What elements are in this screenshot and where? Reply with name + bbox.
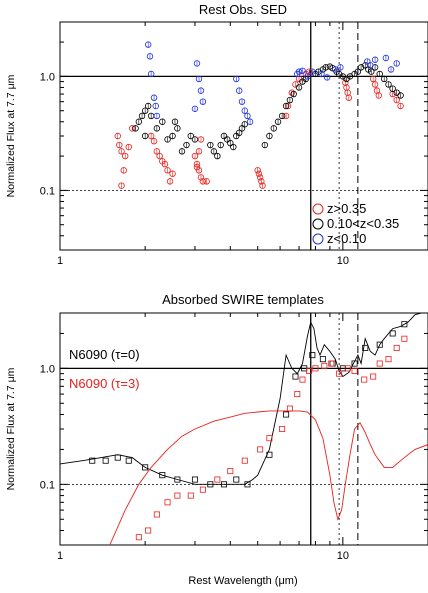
- bottom-data-square: [227, 468, 234, 475]
- bottom-data-square: [191, 476, 198, 483]
- bottom-data-square: [370, 373, 377, 380]
- legend-label: 0.10<z<0.35: [327, 216, 399, 231]
- legend-marker: [312, 203, 324, 215]
- bottom-data-square: [142, 464, 149, 471]
- bottom-data-square: [279, 425, 286, 432]
- bottom-axes: 1 10 0.1 1.0: [40, 312, 428, 562]
- bottom-data-square: [257, 446, 264, 453]
- bottom-data-square: [344, 365, 351, 372]
- bottom-data-square: [266, 451, 273, 458]
- bottom-data-square: [114, 454, 121, 461]
- bottom-data-square: [125, 457, 132, 464]
- bottom-data-square: [362, 344, 369, 351]
- bottom-data-square: [199, 486, 206, 493]
- bottom-data-square: [102, 457, 109, 464]
- bottom-data-square: [319, 356, 326, 363]
- top-x-tick-label: 1: [57, 255, 63, 267]
- x-axis-label: Rest Wavelength (μm): [188, 575, 297, 587]
- bottom-data-square: [174, 476, 181, 483]
- bottom-data-square: [401, 335, 408, 342]
- bottom-legend: N6090 (τ=0) N6090 (τ=3): [69, 347, 140, 391]
- bottom-data-square: [401, 321, 408, 328]
- bottom-data-square: [286, 405, 293, 412]
- bottom-data-square: [294, 391, 301, 398]
- bottom-data-square: [244, 481, 251, 488]
- top-legend: z>0.350.10<z<0.35z<0.10: [312, 201, 399, 246]
- bottom-x-tick-label: 10: [337, 550, 349, 562]
- bottom-data-square: [312, 365, 319, 372]
- bottom-data-square: [89, 457, 96, 464]
- bottom-data-square: [187, 492, 194, 499]
- bottom-data-square: [241, 457, 248, 464]
- bottom-panel-title: Absorbed SWIRE templates: [162, 292, 324, 307]
- top-y-tick-label: 0.1: [40, 185, 55, 197]
- bottom-data-square: [336, 370, 343, 377]
- top-panel: Rest Obs. SED 1 10 0.1 1.0 z>0.350.10<z<0.3…: [40, 2, 428, 267]
- bottom-data-square: [376, 360, 383, 367]
- bottom-data-square: [145, 527, 152, 534]
- bottom-data-square: [207, 481, 214, 488]
- bottom-data-square: [153, 511, 160, 518]
- bottom-data-square: [389, 330, 396, 337]
- top-y-tick-label: 1.0: [40, 71, 55, 83]
- bottom-data-square: [135, 534, 142, 541]
- bottom-data-square: [174, 492, 181, 499]
- legend-label: N6090 (τ=3): [69, 376, 140, 391]
- bottom-data-square: [309, 352, 316, 359]
- top-reference-lines: [60, 22, 428, 250]
- bottom-data-square: [321, 362, 328, 369]
- legend-marker: [312, 218, 324, 230]
- bottom-data-square: [159, 472, 166, 479]
- top-data-marks: [114, 41, 404, 189]
- bottom-data-square: [164, 499, 171, 506]
- bottom-data-square: [292, 373, 299, 380]
- bottom-data-square: [299, 376, 306, 383]
- top-y-axis-label: Normalized Flux at 7.7 μm: [5, 74, 17, 197]
- bottom-data-square: [393, 344, 400, 351]
- bottom-data-square: [351, 367, 358, 374]
- bottom-y-tick-label: 1.0: [40, 363, 55, 375]
- bottom-data-square: [306, 367, 313, 374]
- bottom-series-line: [109, 410, 428, 545]
- bottom-data-square: [351, 360, 358, 367]
- bottom-data-square: [233, 476, 240, 483]
- legend-marker: [312, 233, 324, 245]
- bottom-y-axis-label: Normalized Flux at 7.7 μm: [5, 367, 17, 490]
- top-x-tick-label: 10: [337, 255, 349, 267]
- bottom-y-tick-label: 0.1: [40, 479, 55, 491]
- bottom-data-square: [376, 341, 383, 348]
- bottom-data-square: [328, 360, 335, 367]
- legend-label: N6090 (τ=0): [69, 347, 140, 362]
- top-panel-title: Rest Obs. SED: [199, 2, 287, 17]
- bottom-data-marks: [60, 313, 428, 545]
- bottom-data-square: [283, 411, 290, 418]
- bottom-panel: Absorbed SWIRE templates 1 10 0.1 1.0 N6090…: [40, 292, 428, 562]
- bottom-data-square: [266, 435, 273, 442]
- bottom-data-square: [214, 476, 221, 483]
- legend-label: z<0.10: [327, 231, 366, 246]
- bottom-data-square: [361, 376, 368, 383]
- bottom-x-tick-label: 1: [57, 550, 63, 562]
- legend-label: z>0.35: [327, 201, 366, 216]
- bottom-data-square: [385, 356, 392, 363]
- bottom-data-square: [220, 481, 227, 488]
- bottom-data-square: [329, 360, 336, 367]
